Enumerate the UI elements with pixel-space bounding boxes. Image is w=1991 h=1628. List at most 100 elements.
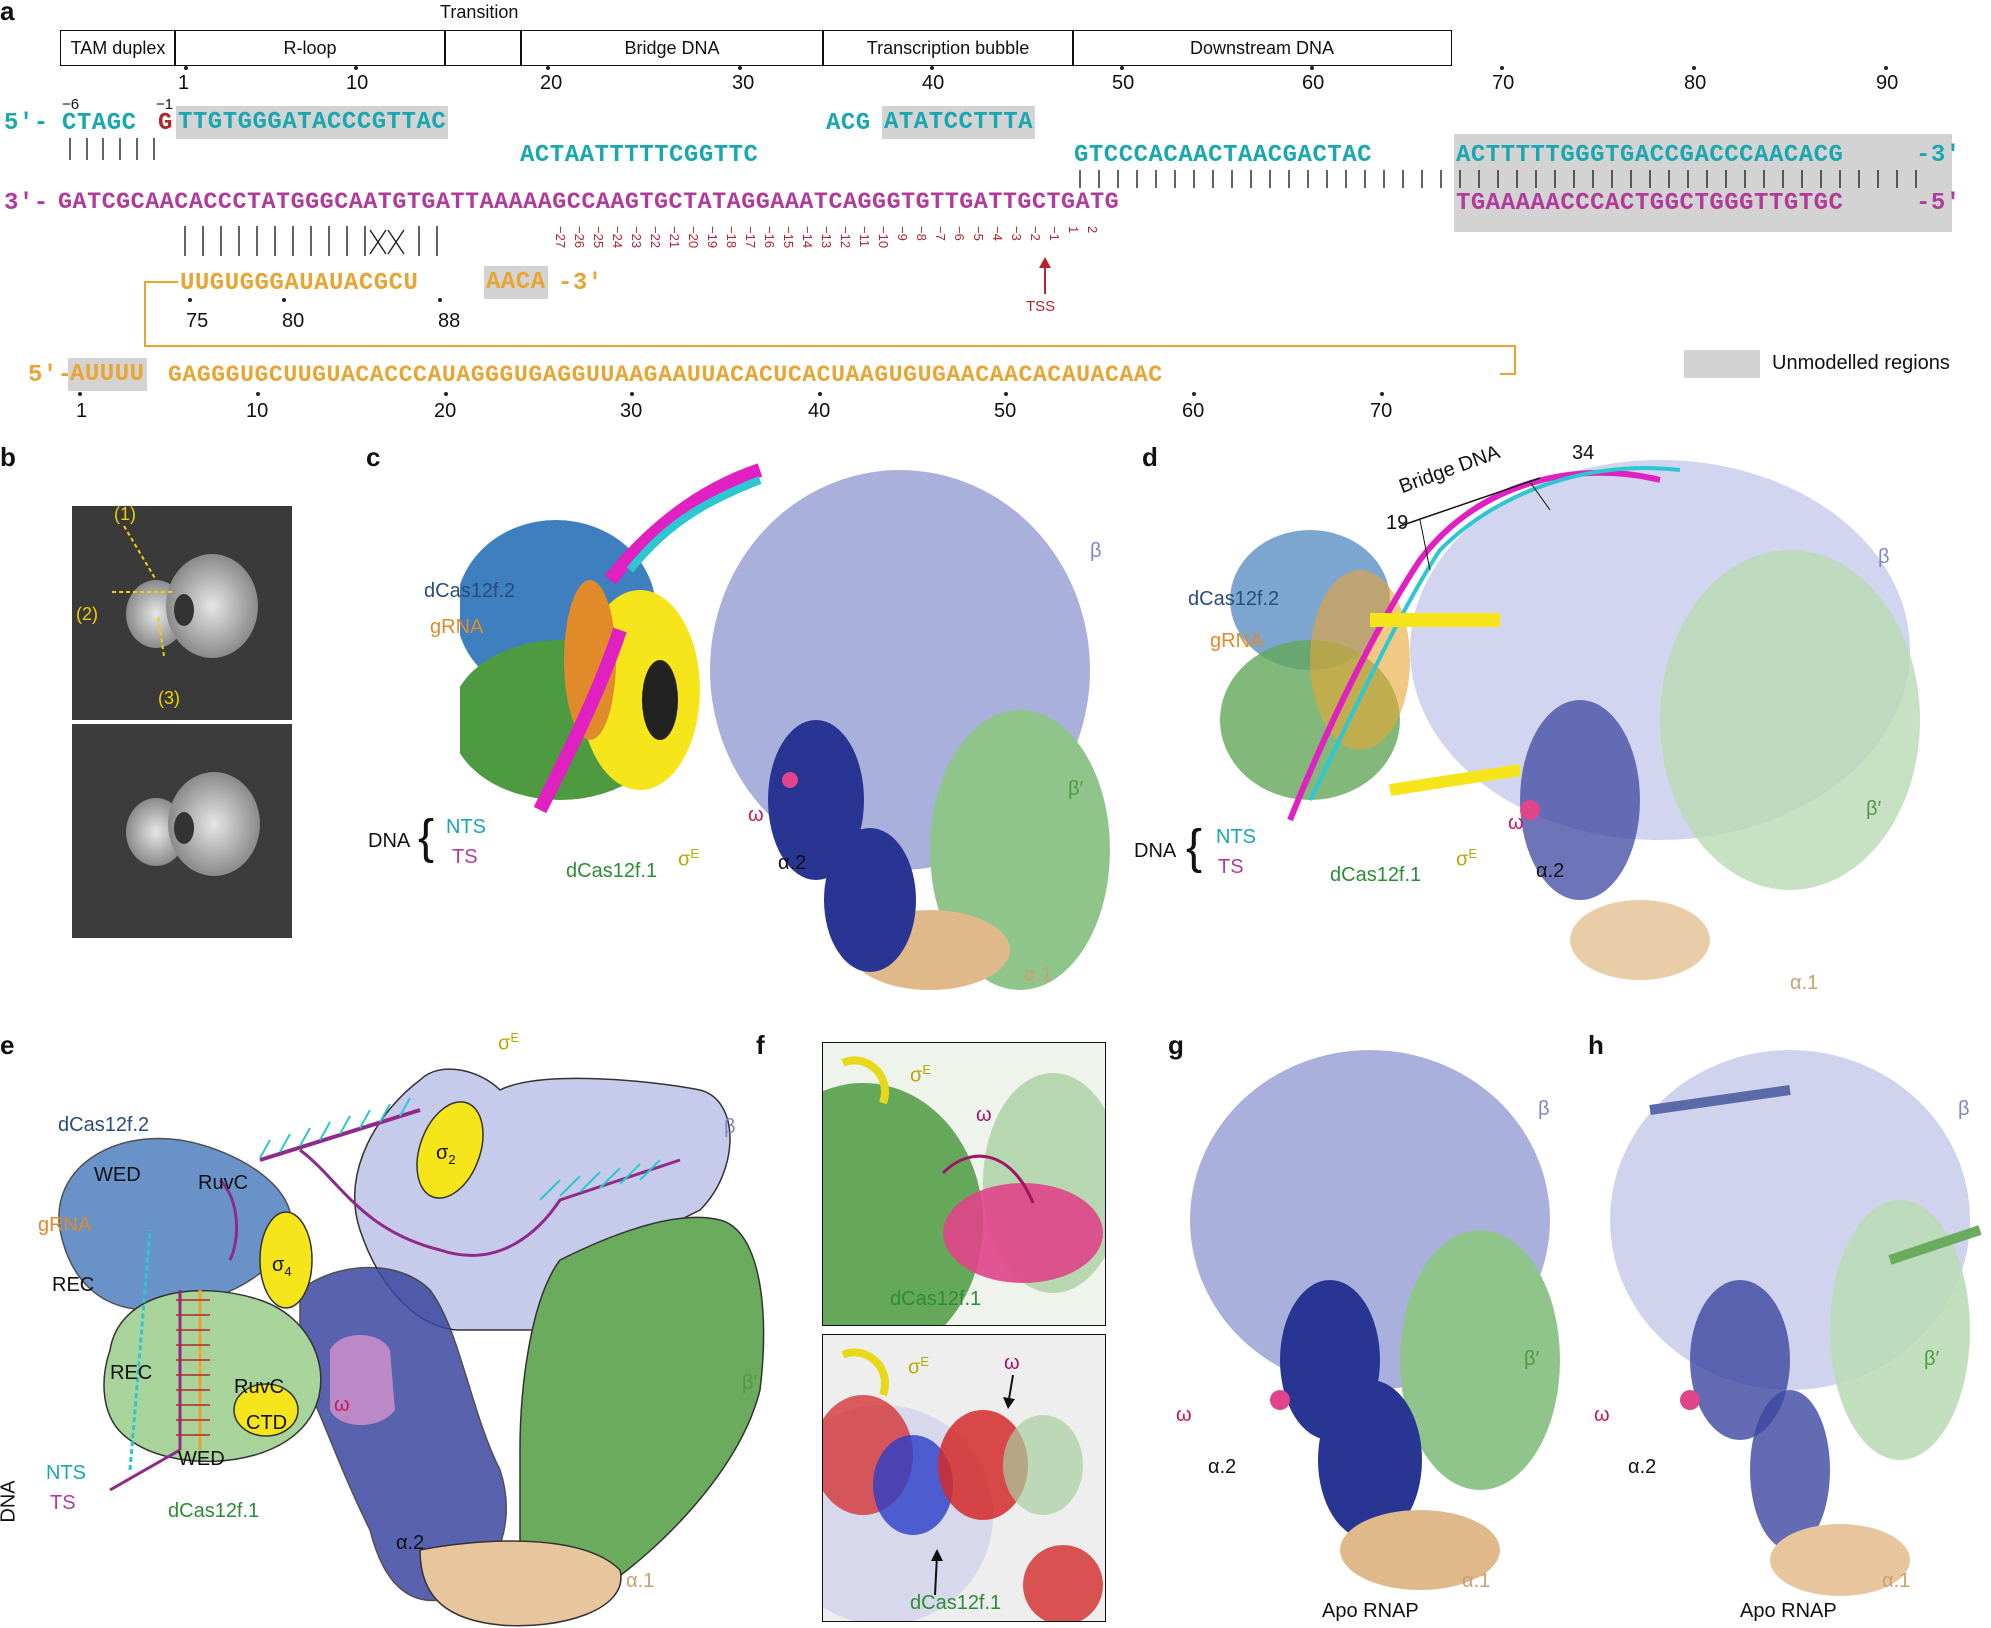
e-beta-label: β	[724, 1116, 736, 1138]
f-sigma-label: σE	[910, 1062, 931, 1088]
nts-downstream-b: ACTTTTTGGGTGACCGACCCAACACG	[1456, 142, 1844, 169]
grna-top-unmodelled: AACA	[484, 266, 548, 299]
e-sigma4-subscript: 4	[284, 1264, 292, 1279]
e-sigma-text: σ	[498, 1032, 511, 1055]
e-alpha1-label: α.1	[626, 1570, 655, 1592]
position-tick: −14	[800, 226, 815, 249]
nts-prefix: 5′-	[4, 110, 49, 137]
atomic-model-h	[1610, 1050, 1982, 1596]
ts-seq-b: TGAAAAACCCACTGGCTGGGTTGTGC	[1456, 190, 1844, 217]
position-tick: −15	[781, 226, 796, 249]
d-nts-label: NTS	[1216, 826, 1256, 848]
d-betaprime-label: β′	[1866, 798, 1882, 820]
d-sigma-label: σE	[1456, 846, 1477, 872]
region-r-loop: R-loop	[174, 30, 446, 66]
c-omega-label: ω	[748, 804, 764, 826]
nts-suffix: -3′	[1916, 142, 1961, 169]
position-tick: −17	[743, 226, 758, 249]
c-alpha1-label: α.1	[1024, 964, 1053, 986]
e-grna-label: gRNA	[38, 1214, 92, 1236]
label-1: (1)	[114, 504, 136, 524]
e-dcas12f2-label: dCas12f.2	[58, 1114, 150, 1136]
class-average-1	[72, 506, 292, 720]
grna-bottom-seq: GAGGGUGCUUGUACACCCAUAGGGUGAGGUUAAGAAUUAC…	[168, 362, 1163, 388]
d-ts-label: TS	[1218, 856, 1244, 878]
h-beta-label: β	[1958, 1098, 1970, 1120]
panel-label-h: h	[1588, 1030, 1604, 1060]
c-dcas12f2-label: dCas12f.2	[424, 580, 516, 602]
tick-label: 10	[346, 72, 369, 94]
tick-label: 30	[732, 72, 755, 94]
position-tick: −13	[819, 226, 834, 249]
transition-label: Transition	[440, 2, 519, 22]
panel-label-d: d	[1142, 442, 1158, 472]
e-ruvc-label: RuvC	[198, 1172, 249, 1194]
grna-bottom-tick: 10	[246, 400, 269, 422]
panel-label-g: g	[1168, 1030, 1184, 1060]
nts-bubble-b: ATATCCTTTA	[882, 106, 1036, 139]
d-grna-label: gRNA	[1210, 630, 1264, 652]
panel-label-c: c	[366, 442, 381, 472]
e-sigma4-label: σ4	[272, 1254, 292, 1279]
g-omega-label: ω	[1176, 1404, 1192, 1426]
d-position-19: 19	[1386, 512, 1409, 534]
tick-label: 60	[1302, 72, 1325, 94]
minus1-label: −1	[156, 96, 174, 113]
nts-g: G	[158, 110, 173, 137]
nts-tam: CTAGC	[62, 110, 137, 137]
label-3: (3)	[158, 688, 180, 708]
c-grna-label: gRNA	[430, 616, 484, 638]
h-alpha1-label: α.1	[1882, 1570, 1911, 1592]
panel-label-f: f	[756, 1030, 765, 1060]
region-transcription-bubble: Transcription bubble	[822, 30, 1074, 66]
grna-connector	[78, 281, 1516, 396]
c-brace-icon: {	[418, 811, 435, 864]
d-dcas12f1-label: dCas12f.1	[1330, 864, 1422, 886]
ts-seq-a: GATCGCAACACCCTATGGGCAATGTGATTAAAAAGCCAAG…	[58, 190, 1120, 216]
c-betaprime-label: β′	[1068, 778, 1084, 800]
h-betaprime-label: β′	[1924, 1348, 1940, 1370]
grna-bottom-tick: 20	[434, 400, 457, 422]
e-wed-label: WED	[94, 1164, 141, 1186]
grna-bottom-tick: 60	[1182, 400, 1205, 422]
e-ctd-label: CTD	[246, 1412, 288, 1434]
g-beta-label: β	[1538, 1098, 1550, 1120]
h-apo-rnap-label: Apo RNAP	[1740, 1600, 1837, 1622]
e-sigma-superscript: E	[510, 1030, 520, 1045]
tss-label: TSS	[1026, 298, 1056, 315]
position-tick: −1	[1047, 226, 1062, 241]
grna-bottom-tick: 40	[808, 400, 831, 422]
tick-label: 40	[922, 72, 945, 94]
nts-bubble-a: ACG	[826, 110, 871, 137]
schematic-diagram-e	[58, 1068, 765, 1627]
c-alpha2-label: α.2	[778, 852, 807, 874]
f-sigma-bottom-label: σE	[908, 1354, 929, 1380]
grna-bottom-tick: 50	[994, 400, 1017, 422]
position-tick: −24	[610, 226, 625, 249]
e-sigma2-label: σ2	[436, 1142, 456, 1167]
f-surface-view	[822, 1334, 1106, 1622]
panel-label-e: e	[0, 1030, 15, 1060]
d-alpha2-label: α.2	[1536, 860, 1565, 882]
minus6-label: −6	[62, 96, 80, 113]
position-tick: 2	[1085, 226, 1100, 234]
atomic-model-d	[1220, 460, 1920, 980]
tick-label: 20	[540, 72, 563, 94]
grna-bottom-prefix: 5′-	[28, 362, 73, 389]
cryo-em-map-g	[1190, 1050, 1560, 1590]
position-tick: −21	[667, 226, 682, 249]
c-dcas12f1-label: dCas12f.1	[566, 860, 658, 882]
tick-label: 70	[1492, 72, 1515, 94]
position-tick: −3	[1009, 226, 1024, 241]
e-rec-label: REC	[52, 1274, 95, 1296]
unmodelled-downstream-box	[1454, 134, 1952, 232]
ts-prefix: 3′-	[4, 190, 49, 217]
panel-label-b: b	[0, 442, 16, 472]
e-betaprime-label: β′	[742, 1372, 758, 1394]
d-sigma-text: σ	[1456, 848, 1469, 871]
nts-bridge: ACTAATTTTTCGGTTC	[520, 142, 759, 169]
d-brace-icon: {	[1186, 821, 1203, 874]
position-tick: −16	[762, 226, 777, 249]
position-tick: −18	[724, 226, 739, 249]
position-tick: −11	[857, 226, 872, 248]
